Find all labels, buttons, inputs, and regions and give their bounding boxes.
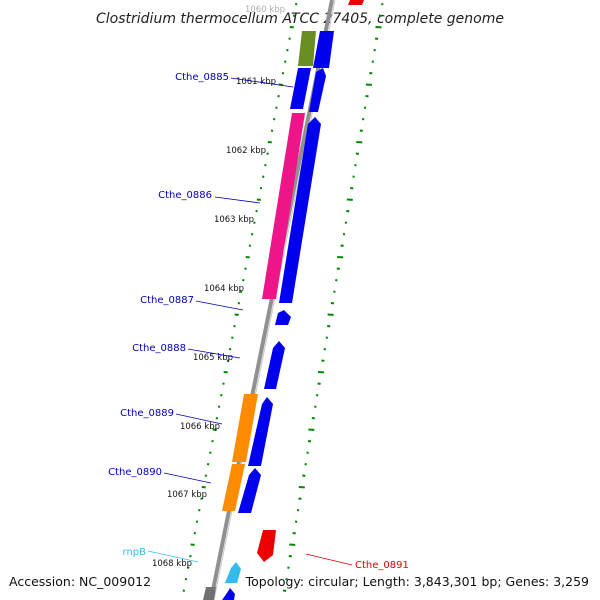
cds-feature-red[interactable]	[257, 530, 276, 562]
genome-summary-text: Topology: circular; Length: 3,843,301 bp…	[245, 574, 589, 589]
page-title: Clostridium thermocellum ATCC 27405, com…	[96, 11, 504, 27]
cds-feature-olive[interactable]	[298, 31, 316, 66]
cds-feature-forward[interactable]	[222, 588, 235, 600]
leader-line-cthe-0887	[195, 300, 244, 311]
kbp-label: 1062 kbp	[226, 146, 266, 156]
rna-feature-rnpb[interactable]	[225, 562, 241, 583]
cds-feature-reverse-orange[interactable]	[232, 394, 258, 462]
gene-label-cthe-0886[interactable]: Cthe_0886	[158, 190, 212, 201]
cds-feature-forward[interactable]	[238, 468, 261, 513]
cds-feature-forward[interactable]	[275, 310, 291, 325]
kbp-label: 1065 kbp	[193, 353, 233, 363]
leader-line-cthe-0890	[163, 472, 212, 484]
gene-label-cthe-0889[interactable]: Cthe_0889	[120, 408, 174, 419]
gene-label-cthe-0885[interactable]: Cthe_0885	[175, 72, 229, 83]
leader-line-cthe-0889	[175, 413, 223, 425]
kbp-label: 1064 kbp	[204, 284, 244, 294]
cds-feature-forward[interactable]	[313, 31, 334, 68]
cds-feature-reverse-orange[interactable]	[222, 464, 245, 511]
kbp-label: 1063 kbp	[214, 215, 254, 225]
cds-feature-reverse-pink[interactable]	[262, 113, 305, 299]
gene-label-cthe-0888[interactable]: Cthe_0888	[132, 343, 186, 354]
cds-feature-forward[interactable]	[264, 341, 285, 389]
gene-labels: Cthe_0885 Cthe_0886 Cthe_0887 Cthe_0888 …	[108, 72, 409, 571]
gene-label-cthe-0890[interactable]: Cthe_0890	[108, 467, 162, 478]
kbp-label: 1068 kbp	[152, 559, 192, 569]
kbp-label: 1060 kbp	[245, 5, 285, 15]
feature-track	[203, 0, 364, 600]
gene-label-cthe-0887[interactable]: Cthe_0887	[140, 295, 194, 306]
kbp-label: 1066 kbp	[180, 422, 220, 432]
cds-feature-red-top[interactable]	[348, 0, 364, 5]
gc-skew-track	[182, 3, 384, 592]
leader-line-cthe-0886	[214, 196, 261, 204]
cds-feature-forward[interactable]	[290, 68, 311, 109]
kbp-label: 1067 kbp	[167, 490, 207, 500]
gene-label-rnpb[interactable]: rnpB	[123, 547, 147, 558]
gene-leader-lines	[147, 77, 353, 566]
leader-line-cthe-0891	[305, 553, 353, 566]
cds-feature-forward[interactable]	[279, 117, 321, 303]
leader-line-rnpb	[147, 550, 199, 563]
cds-feature-forward[interactable]	[248, 397, 273, 466]
gene-label-cthe-0891[interactable]: Cthe_0891	[355, 560, 409, 571]
leader-line-cthe-0885	[230, 77, 294, 88]
cds-feature-forward[interactable]	[309, 68, 326, 112]
leader-line-cthe-0888	[187, 348, 241, 359]
accession-text: Accession: NC_009012	[9, 574, 151, 589]
feature-gray[interactable]	[203, 587, 216, 600]
